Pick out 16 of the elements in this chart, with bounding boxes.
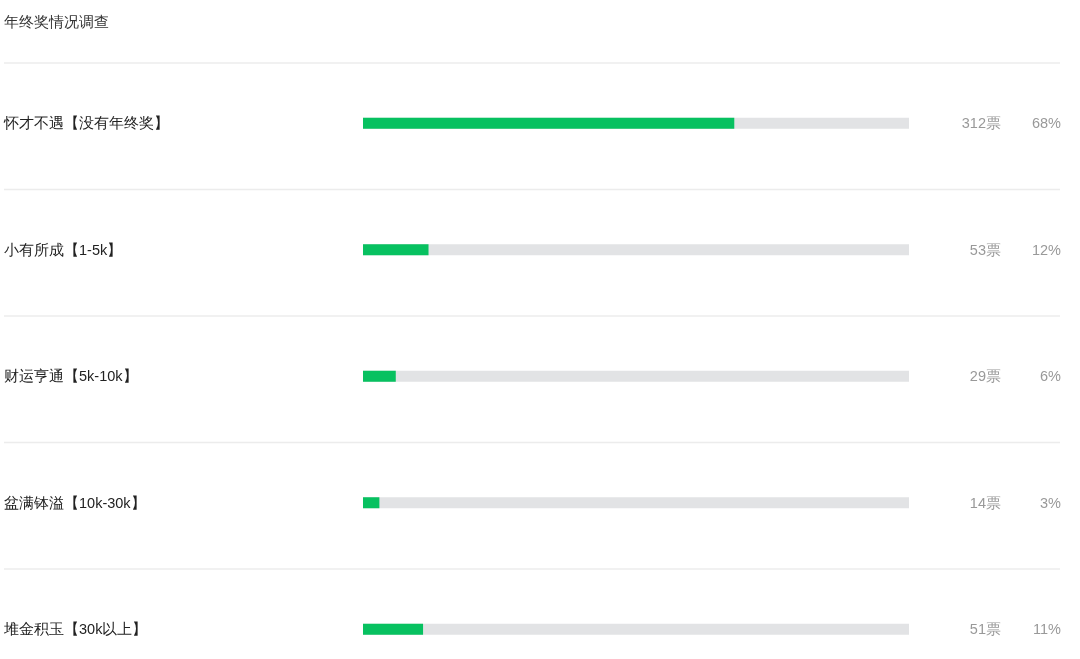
category: 小有所成【1-5k】 [4, 241, 123, 258]
title: 年终奖情况调查 [4, 14, 109, 30]
annotation: 53票 [969, 241, 1001, 258]
annotation: 14票 [969, 494, 1001, 511]
category: 财运亨通【5k-10k】 [4, 368, 138, 385]
category: 怀才不遇【没有年终奖】 [4, 115, 169, 132]
annotation: 51票 [969, 621, 1001, 638]
value-label: 11% [1033, 621, 1061, 638]
category: 堆金积玉【30k以上】 [4, 621, 148, 638]
value-label: 3% [1040, 494, 1061, 511]
value-label: 6% [1040, 368, 1061, 385]
category: 盆满钵溢【10k-30k】 [4, 494, 146, 511]
value-label: 68% [1031, 115, 1061, 132]
annotation: 29票 [969, 368, 1001, 385]
annotation: 312票 [961, 115, 1001, 132]
value-label: 12% [1031, 241, 1061, 258]
